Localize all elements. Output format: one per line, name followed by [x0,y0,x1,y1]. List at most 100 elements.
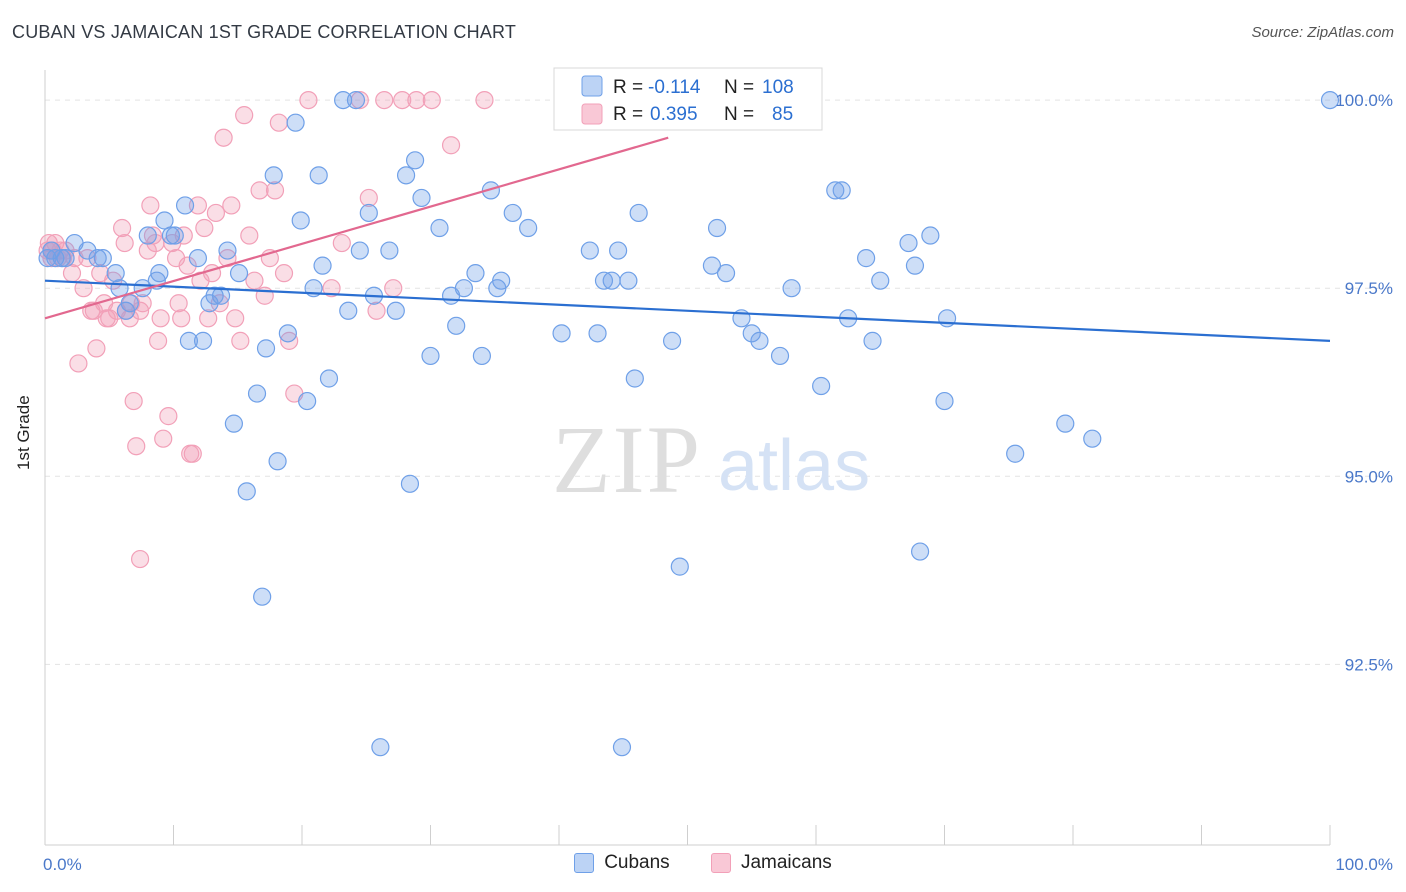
jamaicans-point-61 [235,106,254,125]
y-tick-labels: 100.0% 97.5% 95.0% 92.5% [1335,91,1393,674]
jamaicans-point-48 [183,444,202,463]
cubans-point-21 [179,331,199,350]
jamaicans-point-52 [199,309,218,328]
cubans-point-61 [454,279,474,298]
legend-item-cubans[interactable]: Cubans [574,852,670,874]
jamaicans-point-9 [62,264,82,283]
gridlines [45,99,1392,665]
jamaicans-point-69 [274,264,294,283]
jamaicans-point-79 [384,279,403,298]
cubans-point-89 [812,376,831,396]
jamaicans-point-64 [250,181,269,200]
cubans-point-99 [921,226,940,245]
cubans-point-28 [224,414,243,433]
legend-cubans-swatch [574,853,595,873]
y-tick-label-3: 92.5% [1345,655,1393,674]
y-tick-label-0: 100.0% [1335,91,1393,110]
stats-cubans-r-label: R = [613,77,643,98]
cubans-point-88 [782,279,801,298]
stats-jamaicans-r-label: R = [613,104,643,125]
cubans-point-95 [871,271,890,290]
cubans-point-63 [472,346,491,366]
cubans-point-42 [313,256,332,275]
cubans-point-34 [264,166,283,185]
trend-lines [44,136,1331,342]
jamaicans-point-56 [214,128,233,147]
cubans-point-85 [742,324,761,343]
cubans-point-54 [400,474,420,493]
jamaicans-point-13 [78,249,97,268]
cubans-point-71 [588,324,607,343]
cubans-point-36 [278,324,297,343]
cubans-point-93 [857,249,876,268]
jamaicans-point-59 [226,309,245,328]
jamaicans-point-51 [195,218,214,238]
stats-cubans-n-label: N = [724,77,754,98]
cubans-point-19 [165,226,184,245]
jamaicans-point-43 [169,294,188,313]
jamaicans-point-58 [222,196,241,215]
jamaicans-point-82 [422,90,441,110]
jamaicans-point-24 [115,233,134,253]
cubans-point-8 [93,249,112,268]
cubans-point-104 [1083,429,1102,448]
jamaicans-point-29 [127,437,146,456]
cubans-point-35 [268,452,287,471]
cubans-point-98 [910,542,930,561]
cubans-point-78 [629,203,648,223]
watermark: ZIP atlas [552,406,870,513]
cubans-point-87 [770,346,790,366]
x-tick-labels: 0.0% 100.0% [43,855,1393,874]
jamaicans-point-73 [322,279,341,298]
cubans-point-75 [612,738,632,757]
cubans-point-12 [120,294,139,313]
cubans-point-82 [707,218,727,238]
cubans-point-47 [350,241,369,260]
jamaicans-point-84 [475,90,494,110]
cubans-point-7 [88,249,107,268]
cubans-point-31 [247,384,267,403]
cubans-point-37 [286,113,305,132]
legend-item-jamaicans[interactable]: Jamaicans [710,852,832,874]
cubans-point-80 [670,557,689,576]
stats-box: R = -0.114 N = 108 R = 0.395 N = 85 [553,67,823,131]
cubans-point-51 [380,241,399,260]
cubans-trend-line [44,279,1331,342]
jamaicans-point-37 [148,331,168,350]
cubans-point-30 [237,482,256,501]
cubans-point-73 [602,271,621,290]
cubans-point-33 [256,339,276,358]
cubans-point-57 [421,346,440,366]
cubans-point-48 [359,203,378,223]
cubans-point-62 [466,264,485,283]
jamaicans-point-54 [206,203,226,223]
cubans-point-39 [298,391,317,411]
legend: Cubans Jamaicans [0,852,1406,879]
y-tick-label-2: 95.0% [1345,467,1393,486]
axes [44,70,1331,846]
jamaicans-point-83 [441,136,461,155]
jamaicans-point-12 [74,279,93,298]
cubans-point-27 [218,241,237,260]
jamaicans-point-81 [407,90,426,110]
cubans-point-72 [594,271,614,290]
cubans-point-3 [52,249,71,268]
legend-cubans-label: Cubans [604,852,670,873]
stats-cubans-n: 108 [762,77,794,98]
cubans-point-105 [1320,90,1340,110]
jamaicans-point-16 [87,339,106,358]
cubans-point-53 [396,166,416,185]
cubans-point-90 [826,181,845,200]
cubans-point-44 [334,90,353,110]
cubans-point-52 [386,301,405,320]
jamaicans-point-74 [332,233,351,253]
jamaicans-point-67 [265,181,285,200]
cubans-point-20 [175,196,195,215]
cubans-point-2 [46,249,65,268]
jamaicans-trend-line [44,136,669,320]
cubans-point-103 [1056,414,1075,433]
cubans-point-69 [552,324,571,343]
y-tick-label-1: 97.5% [1345,279,1393,298]
cubans-point-56 [412,188,431,208]
